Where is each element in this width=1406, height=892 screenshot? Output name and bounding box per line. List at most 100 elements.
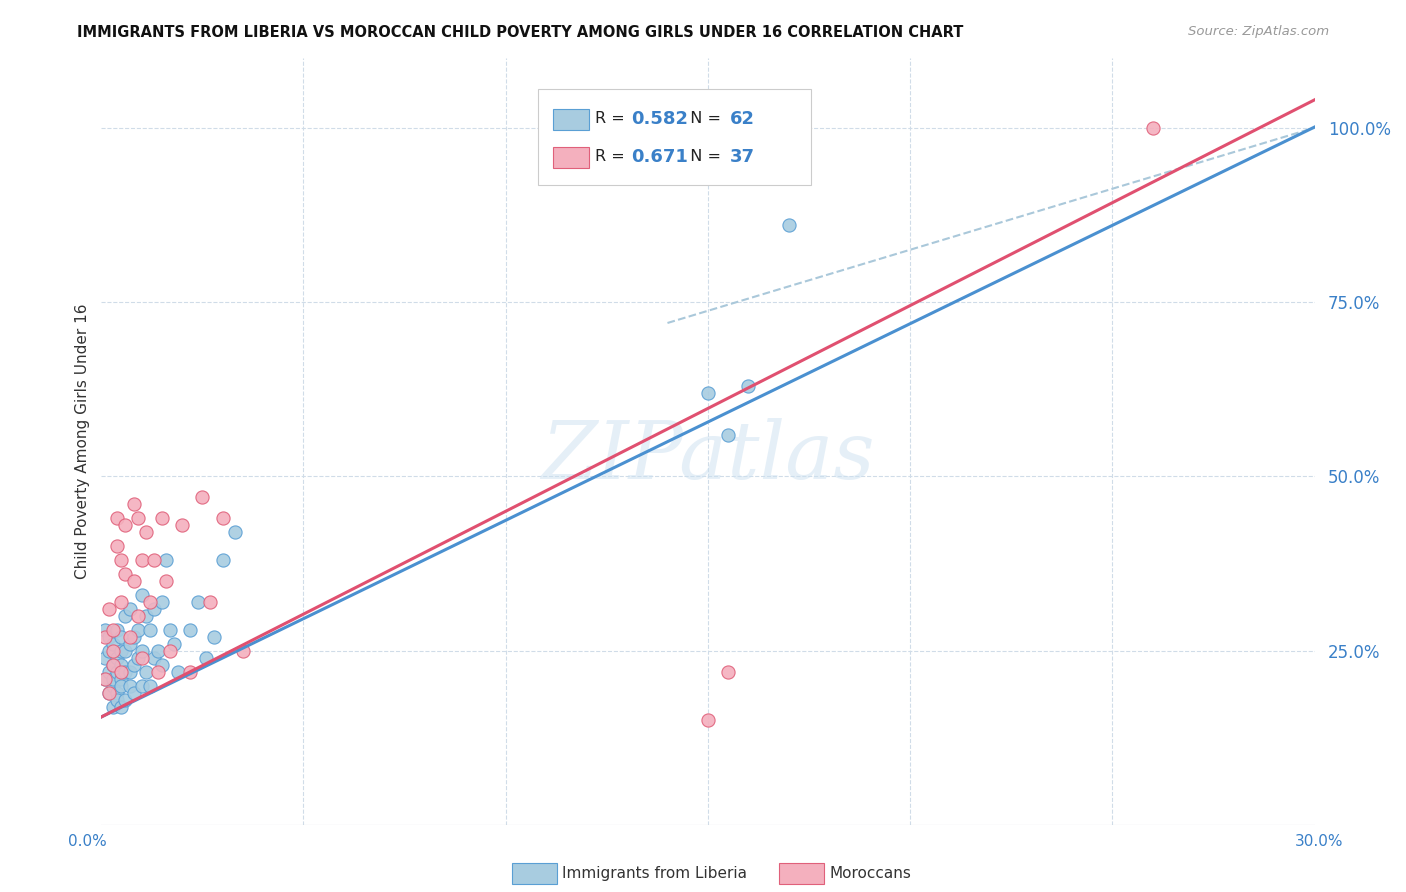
Point: [103, 672, 125, 686]
Text: N =: N =: [681, 150, 725, 164]
Point: [98, 685, 121, 699]
Point: [114, 518, 136, 533]
Point: [195, 650, 218, 665]
Point: [107, 623, 129, 637]
Point: [127, 608, 149, 623]
Point: [107, 511, 129, 525]
FancyBboxPatch shape: [553, 109, 589, 130]
Point: [118, 679, 141, 693]
Point: [98, 630, 121, 644]
Point: [114, 567, 136, 582]
Point: [107, 692, 129, 706]
Point: [107, 539, 129, 553]
Point: [103, 699, 125, 714]
Point: [737, 378, 759, 392]
Point: [179, 623, 201, 637]
Point: [131, 679, 153, 693]
Point: [717, 665, 740, 679]
Point: [114, 644, 136, 658]
Y-axis label: Child Poverty Among Girls Under 16: Child Poverty Among Girls Under 16: [75, 304, 90, 579]
Text: R =: R =: [595, 112, 630, 126]
Point: [697, 714, 720, 728]
Point: [139, 623, 162, 637]
FancyBboxPatch shape: [553, 147, 589, 169]
Point: [179, 665, 201, 679]
Point: [131, 650, 153, 665]
Text: 62: 62: [730, 110, 755, 128]
Text: N =: N =: [681, 112, 725, 126]
Point: [122, 630, 145, 644]
Point: [118, 630, 141, 644]
Point: [110, 657, 132, 672]
Text: Moroccans: Moroccans: [830, 866, 911, 880]
Point: [142, 602, 165, 616]
Text: 30.0%: 30.0%: [1295, 834, 1343, 848]
Point: [103, 679, 125, 693]
Point: [187, 595, 209, 609]
Point: [127, 650, 149, 665]
Point: [110, 699, 132, 714]
Point: [142, 650, 165, 665]
Point: [103, 623, 125, 637]
Point: [107, 650, 129, 665]
Point: [150, 657, 173, 672]
Point: [146, 665, 169, 679]
Point: [110, 644, 132, 658]
Text: ZIPatlas: ZIPatlas: [541, 418, 875, 496]
Point: [110, 665, 132, 679]
Text: R =: R =: [595, 150, 630, 164]
Point: [118, 602, 141, 616]
Point: [98, 665, 121, 679]
Point: [150, 595, 173, 609]
Point: [131, 644, 153, 658]
Point: [155, 553, 177, 567]
Point: [127, 623, 149, 637]
Point: [110, 672, 132, 686]
Point: [103, 657, 125, 672]
Point: [122, 574, 145, 588]
Point: [150, 511, 173, 525]
Text: 0.582: 0.582: [631, 110, 689, 128]
Point: [211, 511, 233, 525]
Point: [114, 608, 136, 623]
Point: [172, 518, 194, 533]
Point: [191, 491, 214, 505]
Point: [159, 623, 181, 637]
Point: [107, 685, 129, 699]
Point: [110, 630, 132, 644]
Point: [224, 525, 246, 540]
Point: [131, 553, 153, 567]
Point: [118, 637, 141, 651]
Point: [146, 644, 169, 658]
Text: IMMIGRANTS FROM LIBERIA VS MOROCCAN CHILD POVERTY AMONG GIRLS UNDER 16 CORRELATI: IMMIGRANTS FROM LIBERIA VS MOROCCAN CHIL…: [77, 25, 963, 40]
Point: [159, 644, 181, 658]
Point: [135, 665, 157, 679]
Point: [98, 602, 121, 616]
Point: [103, 644, 125, 658]
Point: [110, 553, 132, 567]
Point: [127, 511, 149, 525]
Point: [103, 637, 125, 651]
Point: [717, 427, 740, 442]
Point: [778, 219, 800, 233]
Point: [122, 685, 145, 699]
Point: [139, 595, 162, 609]
Text: 0.671: 0.671: [631, 148, 689, 166]
Point: [94, 630, 117, 644]
Point: [122, 657, 145, 672]
Point: [167, 665, 190, 679]
Text: 0.0%: 0.0%: [67, 834, 107, 848]
Point: [98, 644, 121, 658]
Point: [118, 665, 141, 679]
Point: [697, 385, 720, 400]
Point: [98, 685, 121, 699]
Point: [94, 623, 117, 637]
Point: [94, 672, 117, 686]
Point: [232, 644, 254, 658]
Point: [200, 595, 222, 609]
Point: [155, 574, 177, 588]
Text: Source: ZipAtlas.com: Source: ZipAtlas.com: [1188, 25, 1329, 38]
Point: [139, 679, 162, 693]
Point: [110, 595, 132, 609]
Point: [135, 608, 157, 623]
